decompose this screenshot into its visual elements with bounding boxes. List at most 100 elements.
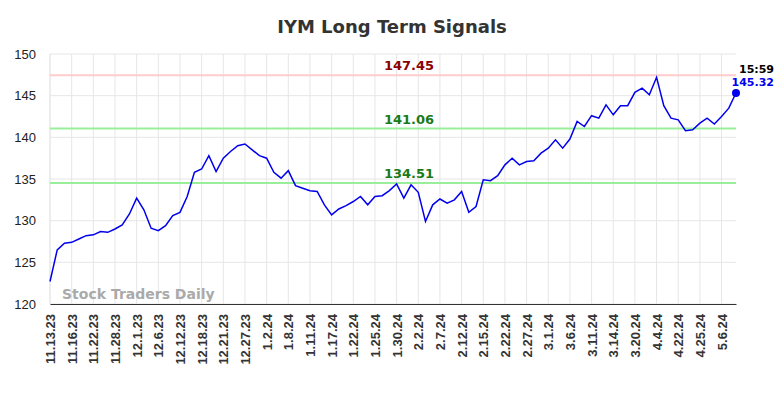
y-tick: 125 xyxy=(14,255,50,270)
grid-line xyxy=(721,54,722,304)
x-tick-label: 11.28.23 xyxy=(108,314,123,364)
grid-line xyxy=(504,54,505,304)
y-range-line xyxy=(50,54,51,304)
x-tick-label: 2.27.24 xyxy=(520,313,535,357)
x-tick-label: 1.25.24 xyxy=(368,313,383,357)
x-tick-label: 2.12.24 xyxy=(455,313,470,357)
x-tick: 12.18.23 xyxy=(195,304,210,365)
x-tick-label: 12.1.23 xyxy=(130,314,145,357)
grid-line xyxy=(50,262,736,263)
x-tick: 1.11.24 xyxy=(303,304,318,357)
x-tick: 4.25.24 xyxy=(693,304,708,357)
grid-line xyxy=(50,54,51,304)
y-tick-label: 120 xyxy=(14,297,36,312)
plot-area xyxy=(50,75,740,281)
y-tick: 135 xyxy=(14,172,50,187)
x-tick-label: 3.6.24 xyxy=(563,313,578,350)
x-tick: 12.1.23 xyxy=(130,304,145,357)
grid-line xyxy=(699,54,700,304)
signal-line xyxy=(50,74,736,76)
x-tick: 2.2.24 xyxy=(411,304,426,350)
grid-line xyxy=(50,304,736,305)
grid-line xyxy=(331,54,332,304)
x-tick-label: 4.22.24 xyxy=(671,313,686,357)
x-tick: 11.16.23 xyxy=(65,304,80,364)
last-annotation: 15:59 xyxy=(739,63,774,76)
last-point xyxy=(732,89,740,97)
grid-line xyxy=(288,54,289,304)
x-tick-label: 3.14.24 xyxy=(606,313,621,357)
x-tick: 2.12.24 xyxy=(455,304,470,357)
x-tick: 11.13.23 xyxy=(43,304,58,364)
y-tick-label: 145 xyxy=(14,88,36,103)
y-tick-label: 135 xyxy=(14,172,36,187)
grid-line xyxy=(71,54,72,304)
grid-line xyxy=(613,54,614,304)
x-tick-label: 3.20.24 xyxy=(628,313,643,357)
x-tick: 3.11.24 xyxy=(585,304,600,357)
y-axis: 120 125 130 135 140 145 150 xyxy=(14,47,50,312)
y-tick: 150 xyxy=(14,47,50,62)
signal-label: 147.45 xyxy=(384,58,434,73)
grid-line xyxy=(50,54,736,55)
x-tick: 12.12.23 xyxy=(173,304,188,365)
grid-line xyxy=(158,54,159,304)
y-tick: 120 xyxy=(14,297,50,312)
x-tick: 12.27.23 xyxy=(238,304,253,365)
x-tick-label: 12.21.23 xyxy=(216,314,231,365)
grid-line xyxy=(179,54,180,304)
x-tick-label: 3.11.24 xyxy=(585,313,600,356)
grid-line xyxy=(483,54,484,304)
grid-line xyxy=(656,54,657,304)
signal-label: 141.06 xyxy=(384,112,434,127)
x-tick-label: 12.12.23 xyxy=(173,314,188,365)
grid-line xyxy=(309,54,310,304)
grid-line xyxy=(569,54,570,304)
x-tick-label: 4.4.24 xyxy=(650,313,665,350)
x-tick: 2.7.24 xyxy=(433,304,448,350)
y-tick-label: 150 xyxy=(14,47,36,62)
grid-line xyxy=(50,137,736,138)
x-tick-label: 1.8.24 xyxy=(281,313,296,350)
x-tick: 11.28.23 xyxy=(108,304,123,364)
x-tick-label: 11.16.23 xyxy=(65,314,80,364)
x-tick: 2.22.24 xyxy=(498,304,513,357)
x-tick-label: 12.6.23 xyxy=(151,314,166,357)
grid-line xyxy=(461,54,462,304)
grid-line xyxy=(678,54,679,304)
x-tick-label: 5.6.24 xyxy=(715,313,730,350)
x-tick: 3.14.24 xyxy=(606,304,621,357)
y-tick: 145 xyxy=(14,88,50,103)
signal-line xyxy=(50,128,736,130)
grid-line xyxy=(244,54,245,304)
x-axis-line xyxy=(51,304,737,305)
grid-line xyxy=(591,54,592,304)
x-tick: 4.4.24 xyxy=(650,304,665,350)
grid-line xyxy=(526,54,527,304)
x-tick: 1.22.24 xyxy=(346,304,361,357)
x-tick-label: 12.18.23 xyxy=(195,314,210,365)
y-tick-label: 130 xyxy=(14,213,36,228)
x-tick: 1.30.24 xyxy=(390,304,405,357)
x-tick-label: 11.13.23 xyxy=(43,314,58,364)
x-tick-label: 11.22.23 xyxy=(86,314,101,364)
x-tick-label: 2.22.24 xyxy=(498,313,513,357)
x-tick-label: 4.25.24 xyxy=(693,313,708,357)
grid-line xyxy=(374,54,375,304)
y-axis-line xyxy=(50,55,51,305)
price-line xyxy=(50,77,736,281)
x-tick-label: 2.7.24 xyxy=(433,313,448,350)
x-tick-label: 1.17.24 xyxy=(325,313,340,357)
y-tick: 140 xyxy=(14,130,50,145)
x-tick-label: 2.2.24 xyxy=(411,313,426,350)
x-tick: 2.15.24 xyxy=(476,304,491,357)
x-tick-label: 1.11.24 xyxy=(303,313,318,356)
signal-line xyxy=(50,182,736,184)
x-tick-label: 1.30.24 xyxy=(390,313,405,357)
x-tick: 1.17.24 xyxy=(325,304,340,357)
x-tick: 11.22.23 xyxy=(86,304,101,364)
grid-line xyxy=(266,54,267,304)
grid-line xyxy=(201,54,202,304)
last-annotation: 145.32 xyxy=(732,76,774,89)
grid-line xyxy=(50,220,736,221)
